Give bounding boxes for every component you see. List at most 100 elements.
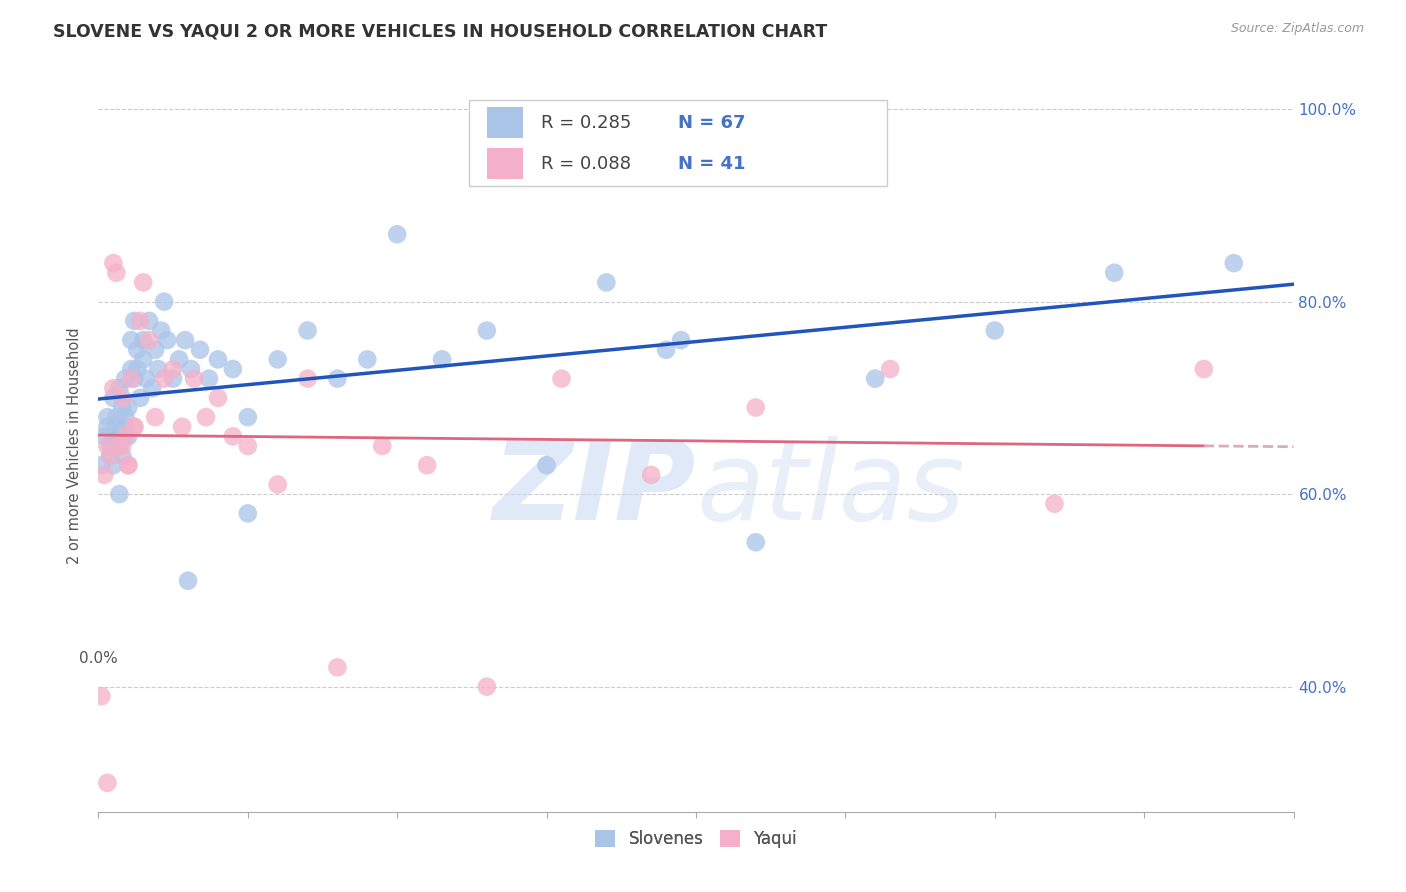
- Point: [108, 487, 131, 501]
- Legend: Slovenes, Yaqui: Slovenes, Yaqui: [588, 823, 804, 855]
- Point: [96, 776, 118, 790]
- Point: [162, 371, 184, 385]
- Point: [114, 371, 136, 385]
- Point: [475, 324, 498, 338]
- Point: [297, 371, 319, 385]
- Point: [162, 362, 184, 376]
- Text: R = 0.088: R = 0.088: [541, 154, 631, 173]
- Point: [153, 371, 176, 385]
- Point: [385, 227, 409, 242]
- Point: [124, 419, 146, 434]
- Point: [156, 333, 179, 347]
- Point: [183, 371, 205, 385]
- Point: [879, 362, 901, 376]
- Point: [117, 458, 139, 473]
- Point: [103, 256, 125, 270]
- Point: [114, 429, 136, 443]
- Point: [595, 276, 617, 290]
- Point: [111, 401, 134, 415]
- Point: [105, 410, 128, 425]
- Point: [117, 429, 139, 443]
- Point: [167, 352, 190, 367]
- Point: [108, 439, 131, 453]
- Point: [138, 333, 160, 347]
- Point: [108, 381, 131, 395]
- Point: [111, 439, 134, 453]
- Point: [655, 343, 678, 357]
- Point: [745, 401, 768, 415]
- Point: [143, 343, 166, 357]
- Point: [236, 507, 259, 521]
- Point: [103, 391, 125, 405]
- Point: [172, 419, 194, 434]
- Point: [93, 429, 115, 443]
- Point: [135, 371, 157, 385]
- Point: [117, 401, 139, 415]
- Text: atlas: atlas: [696, 436, 965, 543]
- Point: [93, 467, 115, 482]
- Point: [356, 352, 378, 367]
- Point: [138, 314, 160, 328]
- Point: [416, 458, 439, 473]
- Text: N = 41: N = 41: [678, 154, 745, 173]
- Point: [143, 410, 166, 425]
- Point: [326, 371, 349, 385]
- Point: [103, 458, 125, 473]
- Point: [267, 477, 290, 491]
- Point: [127, 343, 149, 357]
- Point: [132, 352, 155, 367]
- Point: [430, 352, 453, 367]
- Point: [98, 449, 122, 463]
- Point: [127, 362, 149, 376]
- Point: [120, 333, 142, 347]
- Point: [371, 439, 394, 453]
- Point: [96, 410, 118, 425]
- Point: [153, 294, 176, 309]
- Point: [669, 333, 692, 347]
- Point: [1104, 266, 1126, 280]
- Point: [222, 429, 245, 443]
- Point: [148, 362, 170, 376]
- Point: [550, 371, 572, 385]
- Point: [326, 660, 349, 674]
- Text: 0.0%: 0.0%: [79, 651, 118, 665]
- Point: [640, 467, 662, 482]
- Point: [132, 333, 155, 347]
- Point: [1043, 497, 1066, 511]
- Point: [98, 439, 122, 453]
- Point: [207, 391, 229, 405]
- Point: [105, 419, 128, 434]
- Point: [120, 371, 142, 385]
- Point: [117, 458, 139, 473]
- Y-axis label: 2 or more Vehicles in Household: 2 or more Vehicles in Household: [67, 327, 83, 565]
- Point: [124, 419, 146, 434]
- Point: [180, 362, 202, 376]
- Text: SLOVENE VS YAQUI 2 OR MORE VEHICLES IN HOUSEHOLD CORRELATION CHART: SLOVENE VS YAQUI 2 OR MORE VEHICLES IN H…: [53, 22, 828, 40]
- Point: [475, 680, 498, 694]
- Point: [114, 419, 136, 434]
- Text: Source: ZipAtlas.com: Source: ZipAtlas.com: [1230, 22, 1364, 36]
- Point: [236, 410, 259, 425]
- Point: [1192, 362, 1215, 376]
- Point: [105, 266, 128, 280]
- Point: [207, 352, 229, 367]
- Point: [124, 314, 146, 328]
- Point: [141, 381, 163, 395]
- Text: ZIP: ZIP: [492, 436, 696, 543]
- Point: [177, 574, 200, 588]
- Text: N = 67: N = 67: [678, 113, 745, 132]
- Text: R = 0.285: R = 0.285: [541, 113, 631, 132]
- Point: [108, 439, 131, 453]
- Point: [188, 343, 211, 357]
- Point: [1223, 256, 1246, 270]
- Point: [150, 324, 173, 338]
- Point: [90, 690, 112, 704]
- Point: [124, 371, 146, 385]
- Bar: [486, 107, 523, 138]
- Point: [96, 439, 118, 453]
- Point: [114, 410, 136, 425]
- Point: [198, 371, 221, 385]
- Bar: [470, 100, 887, 186]
- Point: [103, 429, 125, 443]
- Point: [98, 449, 122, 463]
